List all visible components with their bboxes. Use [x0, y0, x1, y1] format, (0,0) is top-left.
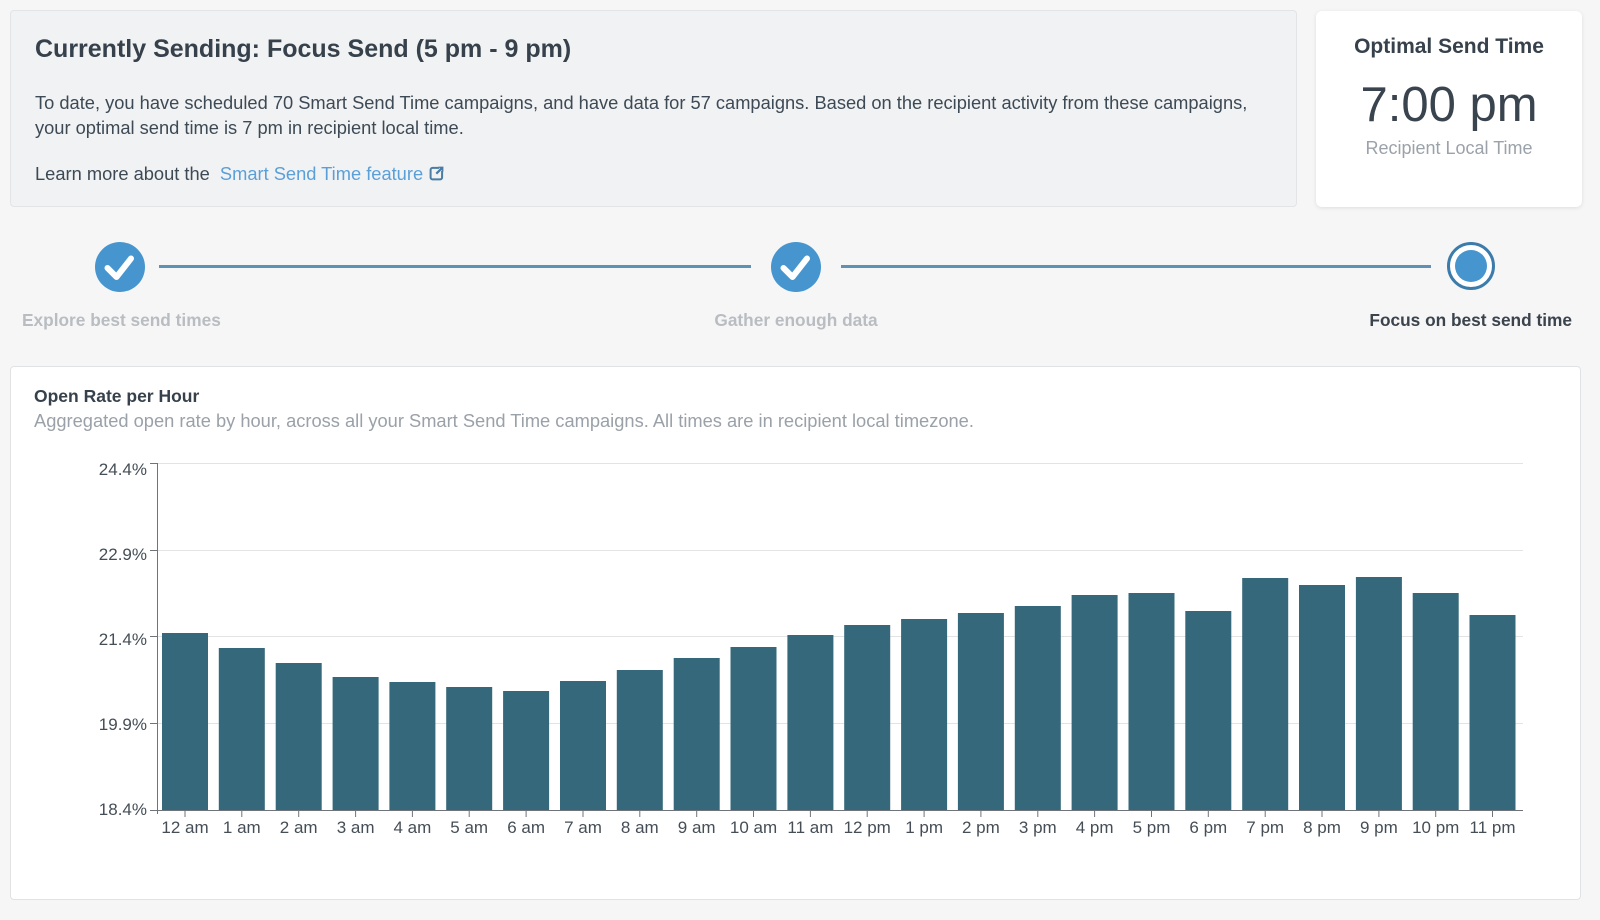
svg-text:6 pm: 6 pm	[1189, 818, 1227, 837]
svg-text:1 am: 1 am	[223, 818, 261, 837]
svg-text:21.4%: 21.4%	[99, 630, 147, 649]
svg-text:12 pm: 12 pm	[844, 818, 891, 837]
svg-text:24.4%: 24.4%	[99, 460, 147, 479]
svg-text:2 pm: 2 pm	[962, 818, 1000, 837]
svg-text:5 pm: 5 pm	[1133, 818, 1171, 837]
svg-text:19.9%: 19.9%	[99, 715, 147, 734]
svg-text:7 pm: 7 pm	[1246, 818, 1284, 837]
svg-text:10 pm: 10 pm	[1412, 818, 1459, 837]
svg-text:11 pm: 11 pm	[1470, 818, 1516, 837]
svg-text:9 pm: 9 pm	[1360, 818, 1398, 837]
svg-text:10 am: 10 am	[730, 818, 777, 837]
svg-text:18.4%: 18.4%	[99, 800, 147, 819]
svg-text:9 am: 9 am	[678, 818, 716, 837]
svg-text:3 pm: 3 pm	[1019, 818, 1057, 837]
svg-text:12 am: 12 am	[161, 818, 208, 837]
svg-text:11 am: 11 am	[787, 818, 833, 837]
svg-text:3 am: 3 am	[337, 818, 375, 837]
svg-text:8 am: 8 am	[621, 818, 659, 837]
svg-text:2 am: 2 am	[280, 818, 318, 837]
svg-text:6 am: 6 am	[507, 818, 545, 837]
svg-text:1 pm: 1 pm	[905, 818, 943, 837]
svg-text:22.9%: 22.9%	[99, 545, 147, 564]
svg-text:4 pm: 4 pm	[1076, 818, 1114, 837]
svg-text:8 pm: 8 pm	[1303, 818, 1341, 837]
svg-text:5 am: 5 am	[450, 818, 488, 837]
svg-text:4 am: 4 am	[394, 818, 432, 837]
svg-text:7 am: 7 am	[564, 818, 602, 837]
